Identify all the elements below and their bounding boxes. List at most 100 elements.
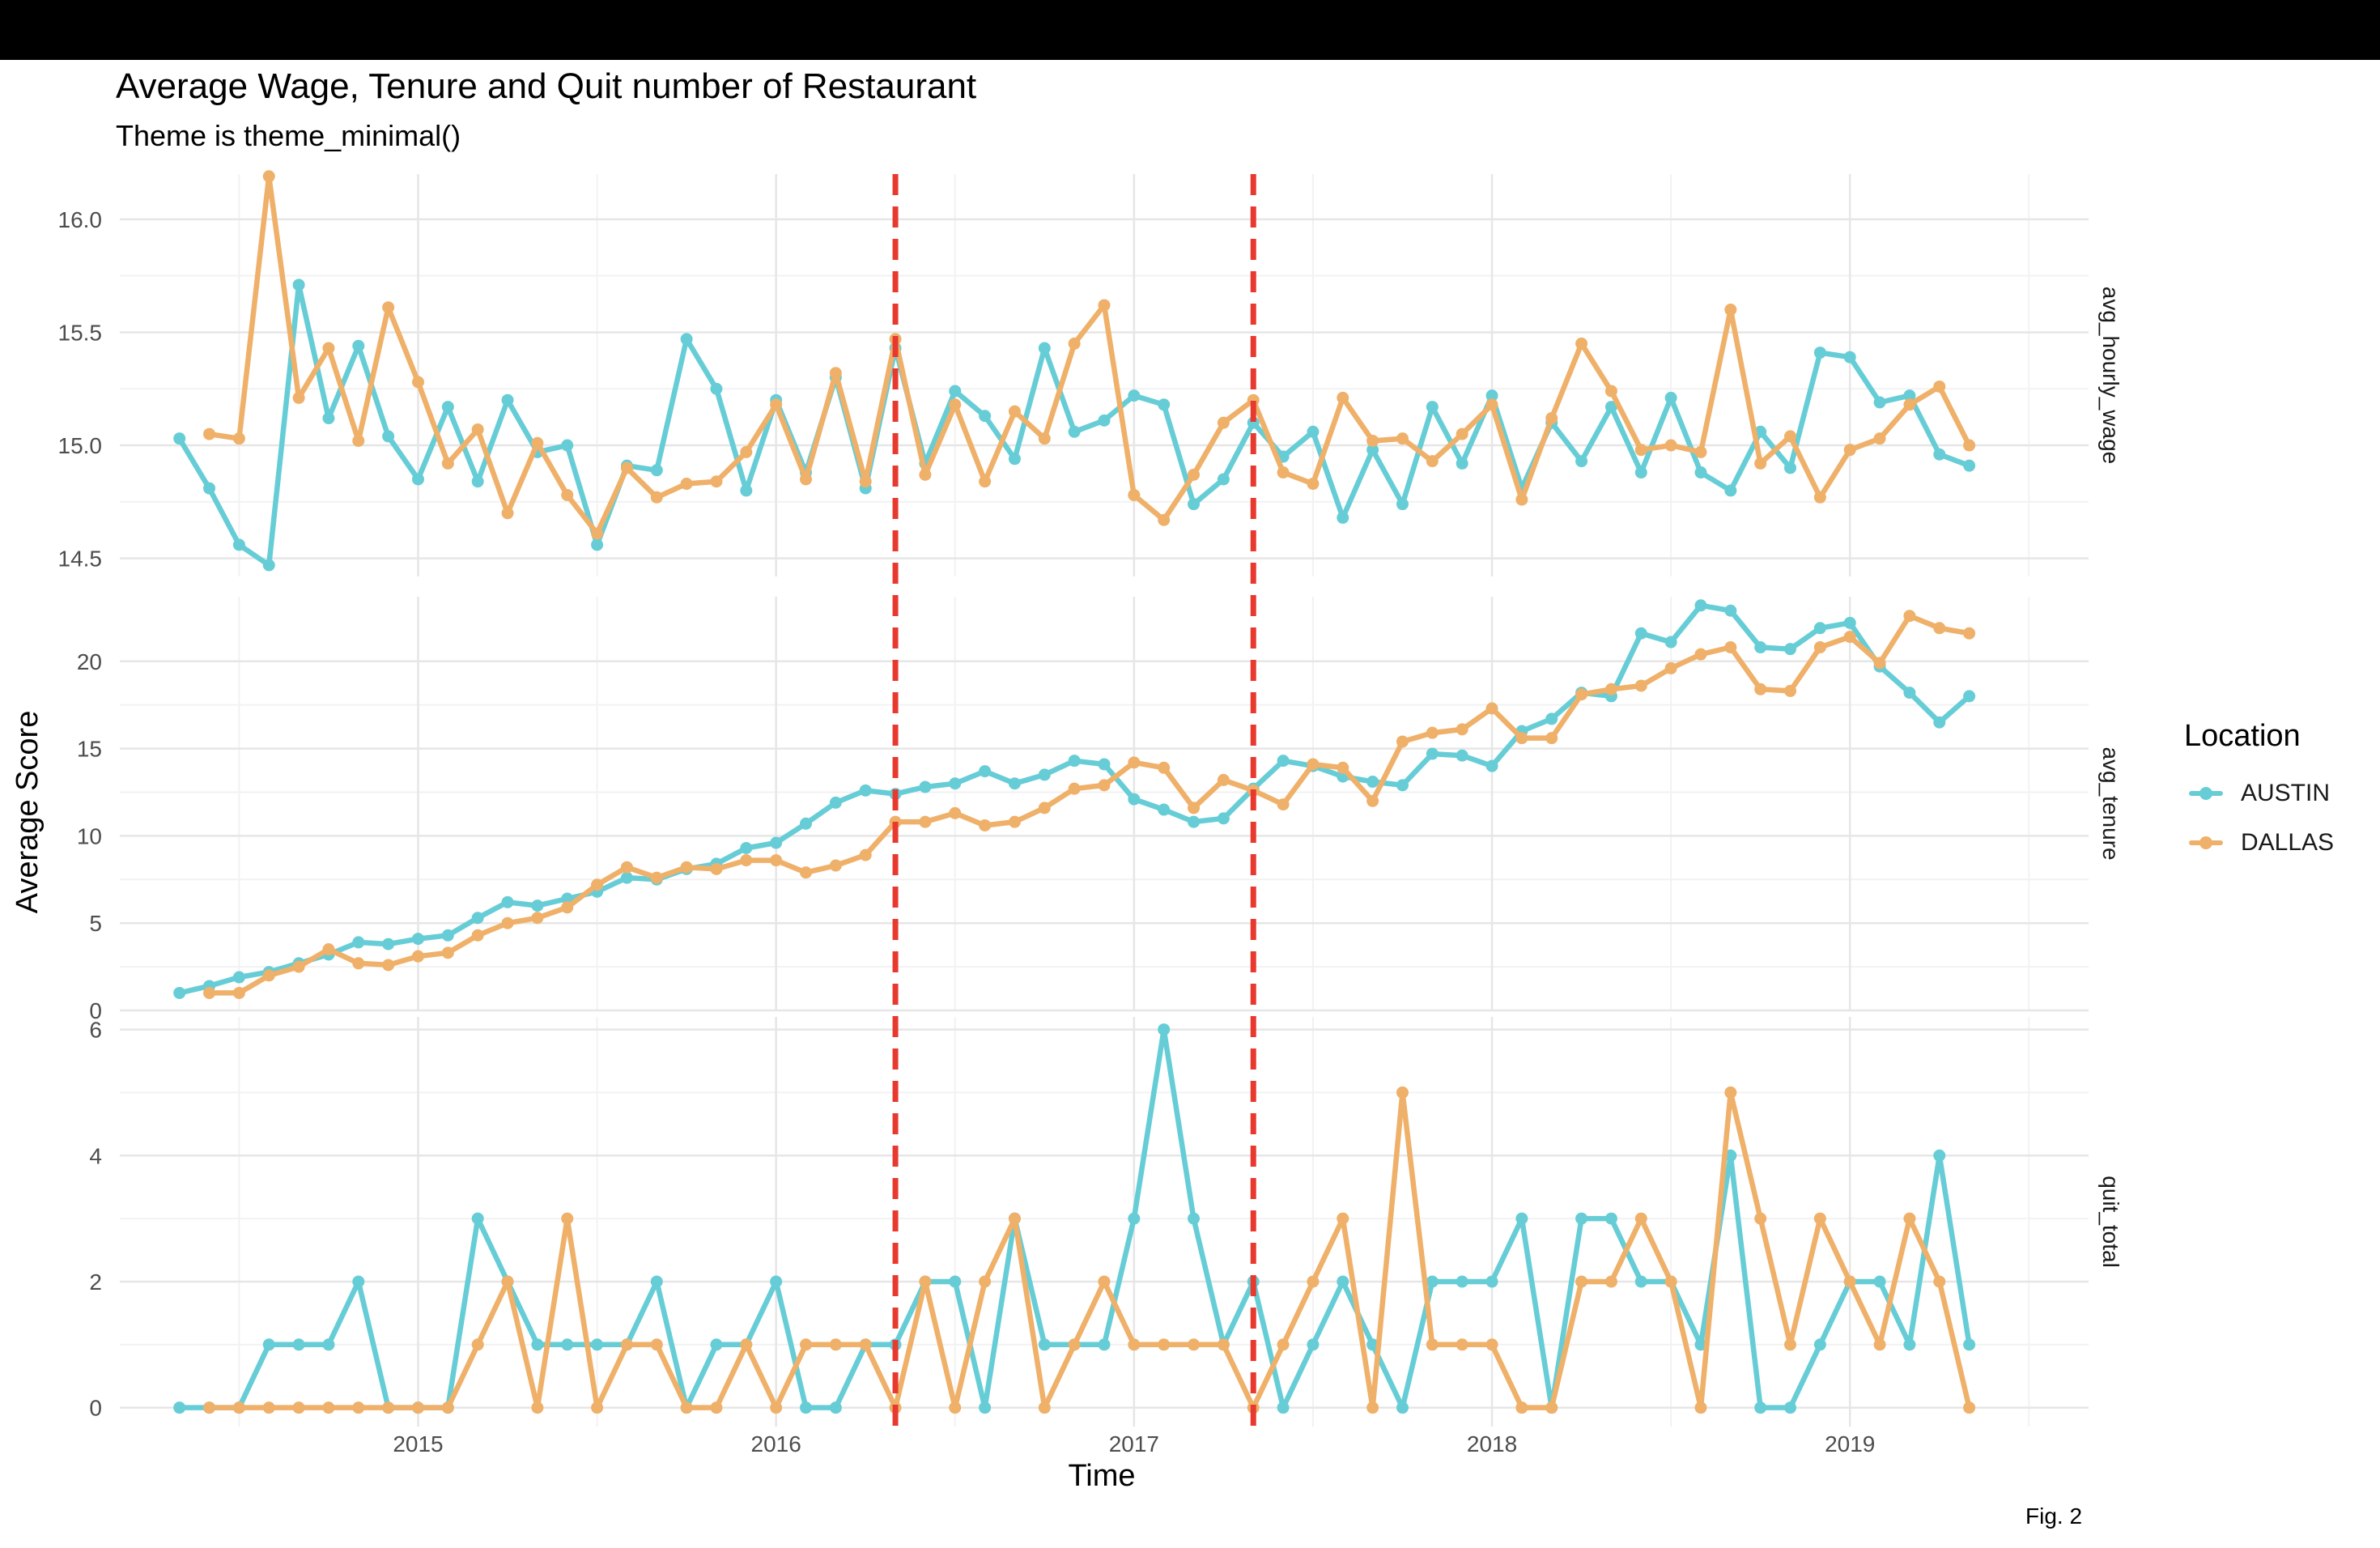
- data-point: [1754, 1401, 1767, 1414]
- data-point: [1456, 1275, 1468, 1288]
- data-point: [1247, 393, 1260, 406]
- data-point: [1873, 432, 1886, 445]
- data-point: [1008, 453, 1021, 466]
- data-point: [1307, 478, 1320, 491]
- data-point: [1634, 679, 1647, 692]
- x-tick-label: 2018: [1467, 1431, 1517, 1457]
- data-point: [1188, 802, 1201, 814]
- data-point: [1813, 347, 1826, 359]
- data-point: [382, 430, 395, 443]
- data-point: [1277, 1338, 1290, 1351]
- data-point: [411, 376, 424, 389]
- data-point: [1515, 1401, 1528, 1414]
- data-point: [800, 817, 813, 830]
- data-point: [292, 279, 305, 291]
- data-point: [1456, 457, 1468, 470]
- data-point: [680, 861, 693, 874]
- data-point: [1337, 1212, 1349, 1225]
- data-point: [829, 367, 842, 380]
- data-point: [352, 957, 365, 970]
- data-point: [1575, 455, 1588, 468]
- data-point: [531, 1401, 544, 1414]
- data-point: [1963, 1401, 1976, 1414]
- data-point: [1694, 466, 1707, 479]
- data-point: [1933, 1275, 1946, 1288]
- data-point: [501, 916, 514, 929]
- legend-title: Location: [2184, 719, 2301, 753]
- data-point: [441, 1401, 454, 1414]
- data-point: [382, 938, 395, 950]
- y-tick-label: 14.5: [58, 546, 103, 572]
- data-point: [680, 333, 693, 346]
- data-point: [1873, 396, 1886, 409]
- data-point: [859, 784, 872, 797]
- data-point: [1604, 683, 1617, 695]
- data-point: [1366, 794, 1379, 807]
- data-point: [352, 434, 365, 447]
- data-point: [919, 1275, 932, 1288]
- data-point: [1188, 468, 1201, 481]
- data-point: [591, 1401, 604, 1414]
- data-point: [262, 969, 275, 982]
- data-point: [710, 475, 723, 488]
- data-point: [1784, 461, 1797, 474]
- y-axis-title: Average Score: [11, 711, 45, 914]
- data-point: [1337, 511, 1349, 524]
- data-point: [292, 960, 305, 973]
- data-point: [232, 986, 245, 999]
- data-point: [1188, 1212, 1201, 1225]
- data-point: [173, 432, 186, 445]
- data-point: [1337, 1275, 1349, 1288]
- data-point: [770, 1401, 783, 1414]
- y-tick-label: 15.0: [58, 433, 103, 458]
- data-point: [1366, 1401, 1379, 1414]
- data-point: [352, 1275, 365, 1288]
- facet-strip-label: quit_total: [2098, 1176, 2123, 1268]
- data-point: [1545, 732, 1558, 745]
- reference-lines: [892, 174, 1256, 1427]
- data-point: [322, 1401, 335, 1414]
- data-point: [1098, 779, 1111, 792]
- data-point: [1634, 444, 1647, 457]
- data-point: [859, 475, 872, 488]
- x-tick-label: 2017: [1109, 1431, 1159, 1457]
- data-point: [1307, 425, 1320, 438]
- data-point: [382, 959, 395, 972]
- data-point: [1813, 1212, 1826, 1225]
- data-point: [770, 398, 783, 411]
- data-point: [1724, 484, 1737, 497]
- data-point: [1217, 773, 1230, 786]
- data-point: [1545, 412, 1558, 425]
- data-point: [1366, 434, 1379, 447]
- data-point: [1724, 1149, 1737, 1162]
- data-point: [1754, 1212, 1767, 1225]
- data-point: [1963, 1338, 1976, 1351]
- data-point: [203, 427, 216, 440]
- y-tick-label: 2: [89, 1269, 102, 1295]
- data-point: [1843, 631, 1856, 644]
- data-point: [949, 777, 962, 790]
- data-point: [1098, 758, 1111, 771]
- data-point: [1813, 1338, 1826, 1351]
- data-point: [979, 1275, 992, 1288]
- data-point: [1515, 493, 1528, 506]
- x-axis-title: Time: [1068, 1459, 1135, 1493]
- data-point: [232, 1401, 245, 1414]
- data-point: [1485, 759, 1498, 772]
- data-point: [1903, 398, 1916, 411]
- data-point: [1307, 758, 1320, 771]
- x-tick-label: 2019: [1825, 1431, 1875, 1457]
- data-point: [1158, 398, 1171, 411]
- data-point: [620, 861, 633, 874]
- data-point: [1664, 636, 1677, 649]
- data-point: [203, 1401, 216, 1414]
- data-point: [1963, 439, 1976, 452]
- data-point: [650, 871, 663, 884]
- legend-key-austin: [2186, 773, 2226, 814]
- data-point: [1575, 337, 1588, 350]
- data-point: [1456, 749, 1468, 762]
- data-point: [501, 507, 514, 520]
- data-point: [1128, 389, 1141, 402]
- data-point: [919, 468, 932, 481]
- data-point: [1485, 1275, 1498, 1288]
